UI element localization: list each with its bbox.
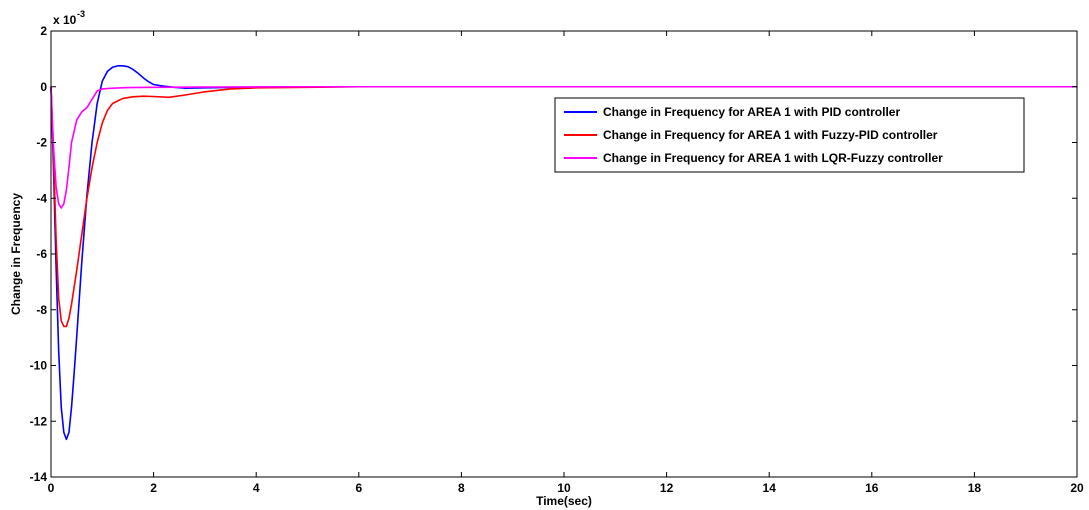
x-axis-label: Time(sec)	[536, 494, 592, 508]
series-line-2	[50, 85, 1077, 328]
x-tick-label: 0	[48, 481, 55, 495]
x-tick-label: 10	[557, 481, 571, 495]
y-exponent-power: -3	[77, 9, 85, 19]
legend: Change in Frequency for AREA 1 with PID …	[554, 97, 1025, 173]
y-axis-label: Change in Frequency	[9, 193, 23, 315]
x-tick-label: 20	[1070, 481, 1084, 495]
x-tick-label: 2	[150, 481, 157, 495]
x-tick-label: 4	[253, 481, 260, 495]
x-tick-label: 12	[660, 481, 674, 495]
y-tick-label: -12	[30, 414, 48, 428]
plot-content	[50, 65, 1077, 441]
y-tick-label: 2	[40, 24, 47, 38]
y-tick-label: -8	[36, 303, 47, 317]
y-exponent-base: x 10	[53, 13, 77, 27]
legend-label-1: Change in Frequency for AREA 1 with PID …	[603, 105, 900, 119]
x-tick-label: 8	[458, 481, 465, 495]
y-tick-label: -4	[36, 191, 47, 205]
y-tick-label: 0	[40, 80, 47, 94]
legend-label-2: Change in Frequency for AREA 1 with Fuzz…	[603, 128, 938, 142]
y-tick-label: -2	[36, 136, 47, 150]
legend-entries: Change in Frequency for AREA 1 with PID …	[564, 105, 943, 165]
y-tick-label: -6	[36, 247, 47, 261]
series-line-3	[50, 85, 1077, 209]
legend-label-3: Change in Frequency for AREA 1 with LQR-…	[603, 151, 943, 165]
x-tick-label: 6	[355, 481, 362, 495]
x-tick-label: 14	[763, 481, 777, 495]
legend-box	[554, 97, 1025, 173]
x-tick-label: 16	[865, 481, 879, 495]
y-tick-label: -10	[30, 359, 48, 373]
y-tick-label: -14	[30, 470, 48, 484]
x-tick-label: 18	[968, 481, 982, 495]
